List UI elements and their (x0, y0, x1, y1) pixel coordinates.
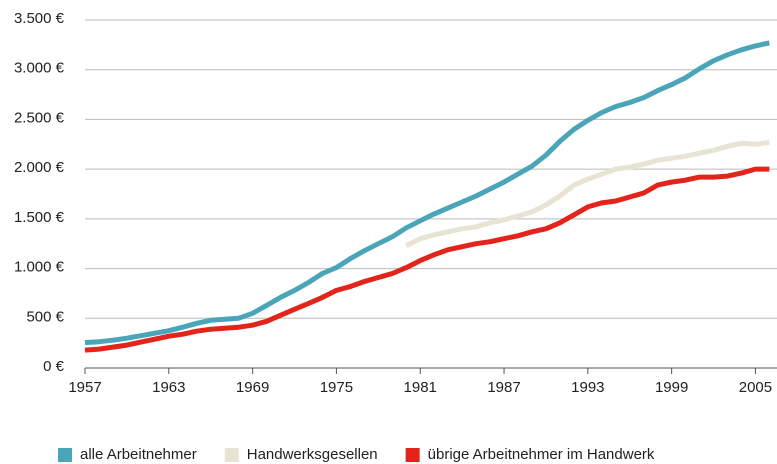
x-tick-label: 1981 (404, 379, 437, 396)
y-tick-label: 500 € (26, 308, 64, 325)
legend-label: alle Arbeitnehmer (80, 446, 197, 463)
series-line (405, 139, 770, 248)
x-tick-label: 1963 (152, 379, 185, 396)
x-tick-label: 2005 (739, 379, 772, 396)
x-tick-label: 1975 (320, 379, 353, 396)
x-tick-label: 1957 (68, 379, 101, 396)
y-tick-label: 2.000 € (14, 159, 65, 176)
y-tick-label: 1.500 € (14, 209, 65, 226)
y-tick-label: 3.000 € (14, 60, 65, 77)
legend-label: übrige Arbeitnehmer im Handwerk (428, 446, 655, 463)
legend-swatch (405, 448, 420, 462)
series-line (84, 166, 770, 353)
y-tick-label: 3.500 € (14, 10, 65, 27)
x-tick-label: 1993 (571, 379, 604, 396)
x-tick-label: 1969 (236, 379, 269, 396)
legend-swatch (58, 448, 72, 462)
y-tick-label: 2.500 € (14, 109, 65, 126)
series-line (84, 40, 770, 346)
legend-label: Handwerksgesellen (247, 446, 378, 463)
legend-swatch (224, 448, 239, 462)
y-tick-label: 0 € (43, 358, 65, 375)
x-tick-label: 1987 (487, 379, 520, 396)
y-tick-label: 1.000 € (14, 259, 65, 276)
x-tick-label: 1999 (655, 379, 688, 396)
